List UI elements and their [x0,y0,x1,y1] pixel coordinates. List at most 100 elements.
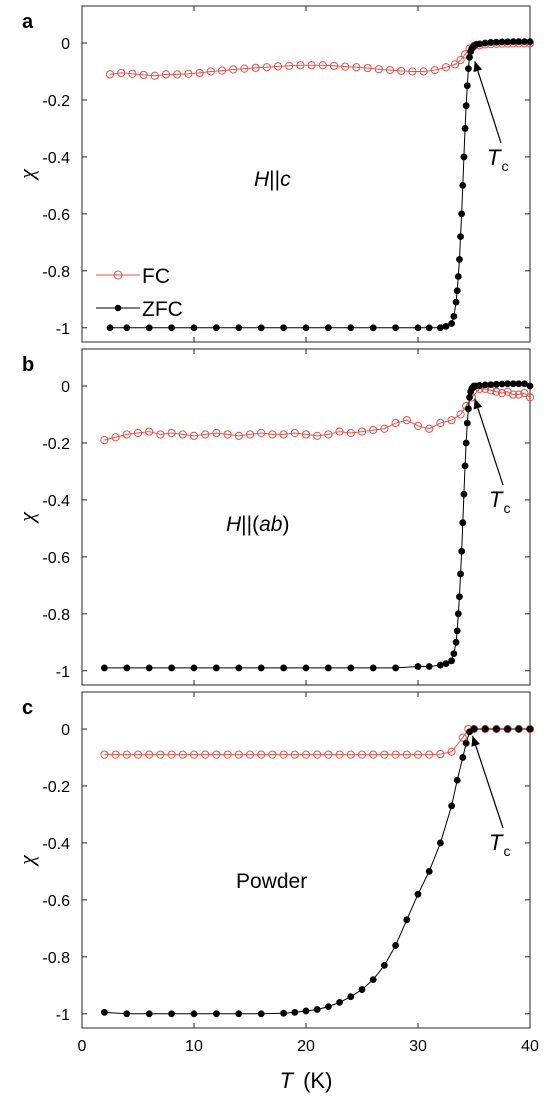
plot-frame [81,691,531,1029]
zfc-point [464,65,472,73]
zfc-point [101,1008,108,1016]
fc-point [167,428,176,438]
zfc-point [453,287,461,295]
fc-point [402,416,411,425]
tc-arrow-head [473,398,483,410]
fc-point [100,750,109,759]
zfc-point [526,382,534,390]
y-tick-label: -0.8 [42,264,70,281]
zfc-point [324,1003,332,1011]
zfc-point [347,993,355,1001]
zfc-point [336,998,343,1006]
x-tick-label: 0 [78,1038,87,1055]
fc-point [273,62,283,71]
fc-point [150,71,159,80]
fc-point [352,63,361,72]
zfc-point [460,490,468,498]
zfc-point [425,324,433,332]
y-tick-label: -0.6 [42,550,70,567]
y-axis-label: χ [14,168,39,181]
zfc-point [145,664,153,672]
fc-point [156,430,165,439]
fc-point [262,63,271,72]
zfc-point [504,380,511,388]
fc-point [240,64,249,73]
fc-point [301,430,311,439]
zfc-point [458,547,466,555]
fc-point [133,428,143,438]
field-annotation: H||c [254,168,291,191]
zfc-point [168,324,175,332]
tc-arrow-head [473,61,483,73]
zfc-point [436,839,444,847]
fc-point [391,418,400,428]
x-axis-label: T (K) [280,1068,333,1093]
zfc-point [168,1010,175,1018]
fc-point [374,65,383,74]
zfc-point [492,38,500,46]
fc-point [408,67,417,76]
legend-label: FC [142,265,170,288]
zfc-point [101,664,108,672]
zfc-point [492,380,500,388]
zfc-point [257,324,265,332]
fc-point [313,750,322,759]
zfc-point [458,210,466,218]
fc-point [497,389,507,398]
zfc-point [456,593,463,601]
fc-point [167,750,176,759]
zfc-point [450,650,458,658]
fc-point [105,70,115,79]
y-tick-label: -0.6 [42,893,70,910]
zfc-point [392,664,399,672]
zfc-point [453,776,461,784]
fc-point [184,69,193,78]
series-line-zfc [104,383,531,669]
fc-point [318,61,327,70]
y-tick-label: -1 [56,664,70,681]
tc-label: Tc [489,830,510,859]
x-tick-label: 10 [185,1038,203,1055]
fc-point [419,67,428,76]
fc-point [111,433,120,442]
fc-point [290,750,299,759]
fc-point [212,428,221,438]
zfc-point [436,324,444,332]
y-tick-label: 0 [61,36,70,53]
fc-point [217,66,227,75]
panel-letter: c [22,697,33,719]
fc-point [413,750,423,759]
fc-point [189,431,199,440]
fc-point [458,733,467,742]
zfc-point [291,1008,299,1016]
zfc-point [515,725,523,733]
y-tick-label: -1 [56,321,70,338]
fc-point [335,427,344,436]
fc-point [324,430,333,439]
y-tick-label: -0.8 [42,950,70,967]
fc-point [447,747,456,756]
zfc-point [392,324,399,332]
fc-point [296,61,305,70]
zfc-point [481,39,489,47]
zfc-point [515,380,523,388]
y-tick-label: -1 [56,1007,70,1024]
zfc-point [280,664,287,672]
zfc-point [481,725,489,733]
fc-point [139,70,148,80]
fc-point [156,750,165,759]
zfc-point [470,725,478,733]
fc-point [223,750,232,759]
zfc-point [425,663,433,670]
zfc-point [442,660,450,668]
zfc-point [123,324,131,332]
panel-a: a 0 -0.2 -0.4 -0.6 -0.8 -1 χ H||c Tc FC ZFC [14,5,535,343]
legend-label: ZFC [142,298,183,321]
fc-point [402,750,411,759]
zfc-point [123,1010,131,1018]
fc-point [223,430,232,439]
zfc-point [509,380,517,388]
fc-point [436,418,445,428]
zfc-point [392,942,399,949]
zfc-point [414,890,422,898]
